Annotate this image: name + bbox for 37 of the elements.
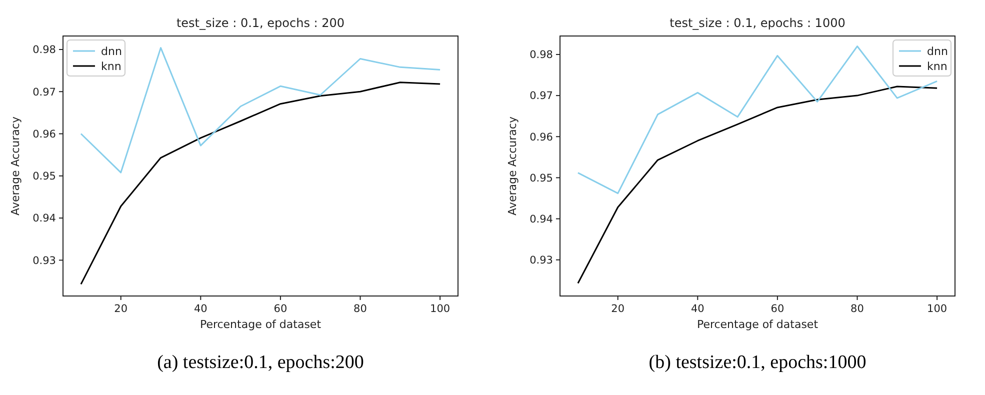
y-tick-label: 0.95 [32, 170, 56, 183]
text: (b) testsize:0.1, epochs:1000 [648, 352, 866, 373]
y-axis-title: Average Accuracy [9, 116, 22, 216]
x-axis-title: Percentage of dataset [696, 318, 819, 331]
legend-label: dnn [101, 44, 122, 58]
x-tick-label: 60 [274, 303, 288, 315]
y-tick-label: 0.96 [530, 131, 554, 144]
x-tick-label: 40 [194, 303, 208, 315]
y-tick-label: 0.94 [530, 213, 554, 226]
x-tick-label: 20 [611, 303, 625, 315]
line-series [80, 47, 441, 174]
y-tick-label: 0.95 [530, 172, 553, 184]
y-tick-label: 0.98 [530, 49, 553, 62]
x-tick-label: 20 [114, 303, 128, 315]
chart-title: test_size : 0.1, epochs : 200 [176, 16, 345, 30]
y-tick-label: 0.98 [32, 44, 56, 56]
y-tick-label: 0.93 [32, 254, 56, 267]
y-tick-label: 0.97 [32, 86, 56, 98]
x-tick-label: 100 [927, 303, 948, 315]
x-tick-label: 80 [850, 303, 864, 315]
legend-label: dnn [927, 44, 948, 58]
text: (a) testsize:0.1, epochs:200 [157, 352, 364, 373]
line-series [577, 86, 938, 284]
y-tick-label: 0.94 [32, 212, 56, 225]
legend-label: knn [101, 60, 122, 73]
x-tick-label: 100 [430, 303, 450, 315]
x-tick-label: 40 [690, 303, 704, 315]
x-tick-label: 80 [354, 303, 367, 315]
y-tick-label: 0.93 [530, 254, 553, 267]
legend-label: knn [927, 60, 948, 73]
chart-title: test_size : 0.1, epochs : 1000 [670, 16, 846, 30]
y-axis-title: Average Accuracy [506, 116, 519, 216]
y-tick-label: 0.96 [32, 128, 56, 140]
x-tick-label: 60 [770, 303, 784, 315]
y-tick-label: 0.97 [530, 90, 553, 102]
line-series [80, 82, 441, 285]
x-axis-title: Percentage of dataset [200, 318, 322, 331]
